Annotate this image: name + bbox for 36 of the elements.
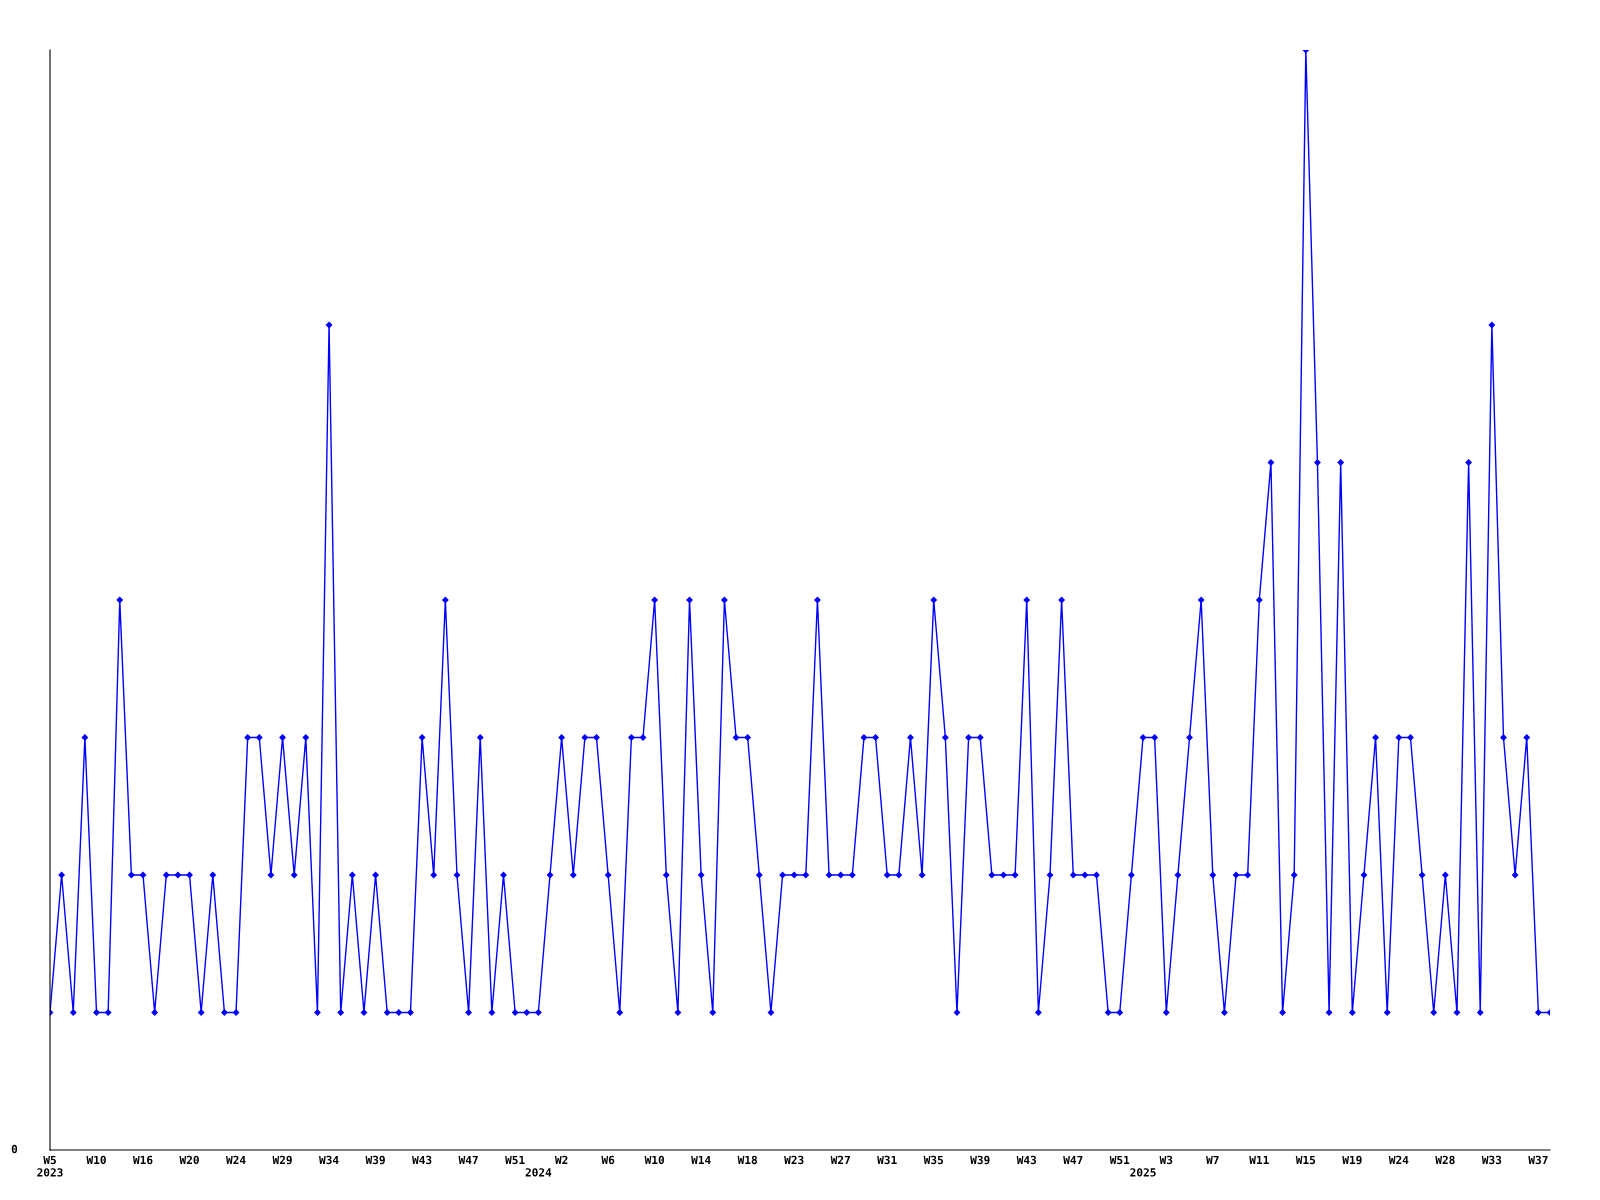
x-tick-label: W7: [1206, 1155, 1219, 1164]
x-tick-label: W39: [970, 1155, 990, 1165]
x-tick-label: W18: [737, 1155, 758, 1165]
x-tick-label: W5 2023: [37, 1155, 63, 1177]
x-tick-label: W29: [272, 1155, 292, 1165]
x-tick-label: W43: [1016, 1155, 1037, 1165]
x-tick-label: W51: [1109, 1155, 1130, 1165]
x-tick-label: W23: [784, 1155, 804, 1165]
text: 0: [11, 1144, 18, 1154]
x-tick-label: W35: [923, 1155, 943, 1165]
x-tick-label: W15: [1295, 1155, 1316, 1165]
x-tick-label: W16: [132, 1155, 153, 1165]
x-tick-label: W39: [365, 1155, 385, 1165]
x-tick-label: W37: [1528, 1155, 1548, 1165]
x-tick-label: 2024: [525, 1168, 552, 1177]
x-tick-label: W20: [179, 1155, 199, 1165]
x-tick-label: W43: [412, 1155, 432, 1165]
x-tick-label: W27: [830, 1155, 850, 1164]
x-tick-label: W6: [601, 1155, 615, 1165]
x-tick-label: W47: [1063, 1155, 1083, 1164]
x-tick-label: W19: [1342, 1155, 1362, 1165]
x-tick-label: W47: [458, 1155, 478, 1164]
x-tick-label: W14: [691, 1155, 711, 1164]
x-tick-label: W31: [877, 1155, 897, 1165]
x-tick-label: W3: [1159, 1155, 1173, 1165]
x-tick-label: W24: [226, 1155, 246, 1164]
x-tick-label: W10: [86, 1155, 106, 1165]
x-tick-label: W51: [505, 1155, 525, 1165]
x-tick-label: 2025: [1130, 1168, 1156, 1177]
x-tick-label: W28: [1435, 1155, 1455, 1165]
x-tick-label: W24: [1388, 1155, 1409, 1164]
x-tick-label: W33: [1481, 1155, 1502, 1165]
x-tick-label: W2: [554, 1155, 568, 1164]
x-tick-label: W34: [319, 1155, 339, 1165]
x-tick-label: W11: [1249, 1155, 1269, 1164]
x-tick-label: W10: [644, 1155, 665, 1165]
